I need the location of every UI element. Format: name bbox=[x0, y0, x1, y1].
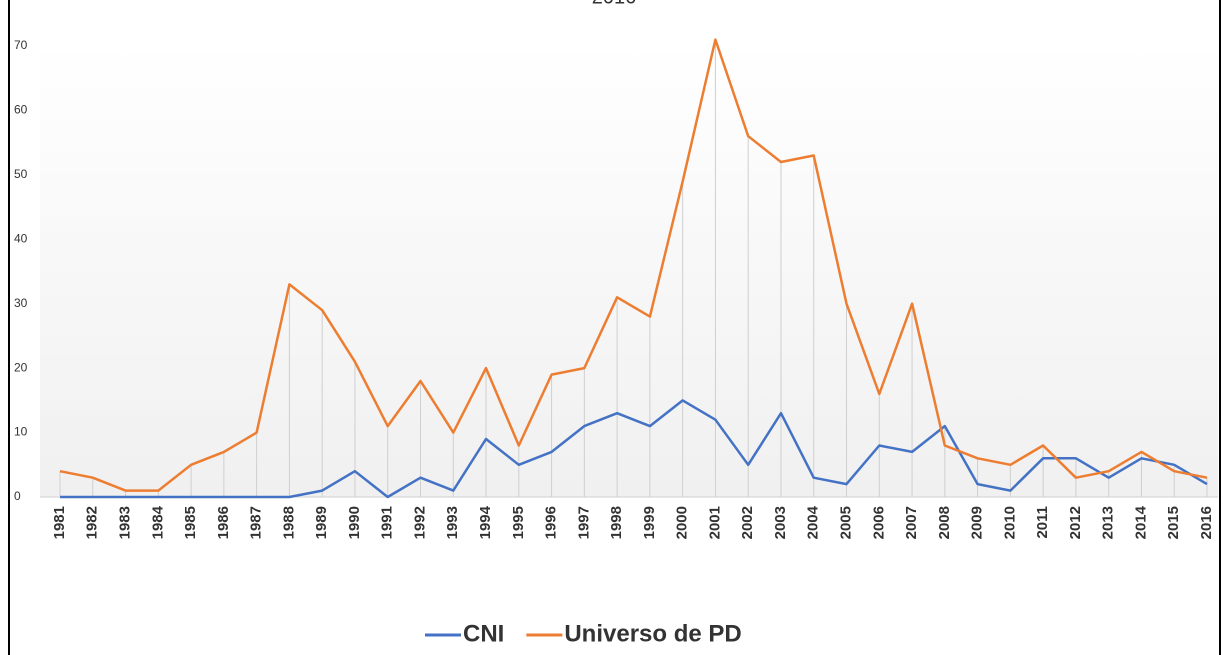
y-tick-label: 40 bbox=[14, 231, 28, 245]
y-tick-label: 50 bbox=[14, 167, 28, 181]
x-tick-label: 2015 bbox=[1165, 506, 1182, 539]
x-tick-label: 1997 bbox=[575, 506, 592, 539]
x-tick-label: 2016 bbox=[1198, 506, 1215, 539]
x-tick-label: 2008 bbox=[936, 506, 953, 539]
x-tick-label: 1987 bbox=[248, 506, 265, 539]
x-tick-label: 1993 bbox=[444, 506, 461, 539]
y-tick-label: 10 bbox=[14, 425, 28, 439]
x-tick-label: 1999 bbox=[641, 506, 658, 539]
x-tick-label: 2003 bbox=[772, 506, 789, 539]
y-tick-label: 60 bbox=[14, 103, 28, 117]
x-tick-label: 2009 bbox=[969, 506, 986, 539]
series-line bbox=[59, 38, 1208, 492]
x-tick-label: 2010 bbox=[1001, 506, 1018, 539]
x-tick-label: 1985 bbox=[182, 506, 199, 539]
x-tick-label: 1991 bbox=[379, 506, 396, 539]
x-tick-label: 1990 bbox=[346, 506, 363, 539]
x-tick-label: 2014 bbox=[1132, 505, 1149, 539]
y-tick-label: 0 bbox=[14, 489, 21, 503]
x-tick-label: 2004 bbox=[805, 505, 822, 539]
y-tick-label: 70 bbox=[14, 38, 28, 52]
x-tick-label: 2005 bbox=[837, 506, 854, 539]
x-tick-label: 1983 bbox=[117, 506, 134, 539]
x-tick-label: 2000 bbox=[674, 506, 691, 539]
x-tick-label: 1984 bbox=[149, 505, 166, 539]
x-tick-label: 1982 bbox=[84, 506, 101, 539]
x-tick-label: 2007 bbox=[903, 506, 920, 539]
x-tick-label: 1996 bbox=[543, 506, 560, 539]
x-tick-label: 1992 bbox=[411, 506, 428, 539]
x-tick-label: 1981 bbox=[51, 506, 68, 539]
x-tick-label: 1989 bbox=[313, 506, 330, 539]
x-tick-label: 2012 bbox=[1067, 506, 1084, 539]
x-tick-label: 2001 bbox=[706, 506, 723, 539]
x-tick-label: 2002 bbox=[739, 506, 756, 539]
chart-title: 2016 bbox=[592, 0, 637, 8]
legend-label: Universo de PD bbox=[564, 620, 741, 647]
x-tick-label: 2006 bbox=[870, 506, 887, 539]
y-tick-label: 30 bbox=[14, 296, 28, 310]
y-tick-label: 20 bbox=[14, 360, 28, 374]
legend-label: CNI bbox=[463, 620, 504, 647]
plot-background bbox=[40, 40, 1218, 497]
x-tick-label: 1986 bbox=[215, 506, 232, 539]
x-tick-label: 1988 bbox=[280, 506, 297, 539]
x-tick-label: 2013 bbox=[1100, 506, 1117, 539]
x-tick-label: 2011 bbox=[1034, 506, 1051, 539]
x-tick-label: 1995 bbox=[510, 506, 527, 539]
x-tick-label: 1998 bbox=[608, 506, 625, 539]
x-tick-label: 1994 bbox=[477, 505, 494, 539]
series-line bbox=[60, 399, 1208, 499]
